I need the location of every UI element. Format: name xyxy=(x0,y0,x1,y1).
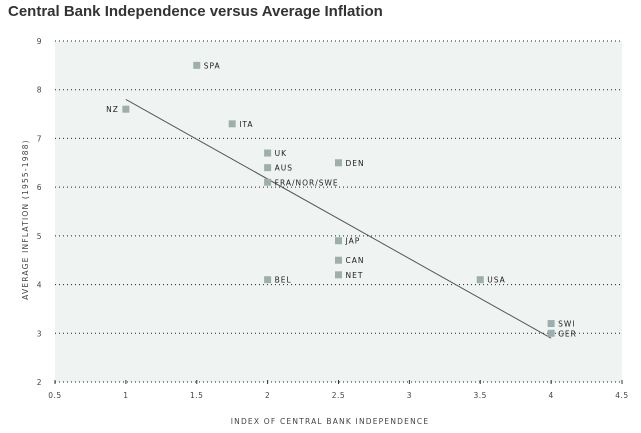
data-point-label: USA xyxy=(487,276,506,285)
data-point-label: SPA xyxy=(204,61,221,70)
data-point xyxy=(264,164,272,172)
plot-area xyxy=(55,41,622,382)
trendline xyxy=(125,99,552,339)
y-axis-label: AVERAGE INFLATION (1955-1988) xyxy=(21,139,30,300)
data-point xyxy=(264,178,272,186)
y-tick-label: 6 xyxy=(37,183,42,192)
data-point-label: UK xyxy=(275,149,287,158)
data-point xyxy=(547,320,555,328)
page-title: Central Bank Independence versus Average… xyxy=(8,3,383,20)
data-point-label: SWI xyxy=(558,320,575,329)
x-axis-label: INDEX OF CENTRAL BANK INDEPENDENCE xyxy=(231,417,430,426)
y-tick-label: 9 xyxy=(37,37,42,46)
x-axis-ticks: 0.5 1 1.5 2 2.5 3 3.5 4 4.5 xyxy=(48,380,628,400)
x-tick-label: 3.5 xyxy=(474,391,487,400)
data-points: SPA NZ ITA UK AUS DEN FRA/NOR/SWE JAP CAN NET BEL U… xyxy=(106,61,577,338)
data-point-label: AUS xyxy=(275,164,293,173)
data-point-label: BEL xyxy=(275,276,292,285)
x-tick-label: 2 xyxy=(265,391,270,400)
x-tick-label: 1.5 xyxy=(190,391,203,400)
data-point xyxy=(228,120,236,128)
data-point xyxy=(335,271,342,279)
grid-lines xyxy=(55,40,622,383)
data-point-label: DEN xyxy=(346,159,365,168)
data-point-label: NZ xyxy=(106,105,119,114)
data-point xyxy=(264,149,272,157)
x-tick-label: 3 xyxy=(407,391,412,400)
x-tick-label: 4.5 xyxy=(615,391,628,400)
y-axis-ticks: 2 3 4 5 6 7 8 9 xyxy=(37,37,42,387)
y-tick-label: 8 xyxy=(37,86,42,95)
data-point-label: CAN xyxy=(346,256,365,265)
y-tick-label: 2 xyxy=(37,378,42,387)
data-point xyxy=(335,159,342,167)
data-point xyxy=(547,329,555,337)
x-tick-label: 4 xyxy=(548,391,553,400)
data-point-label: NET xyxy=(346,271,364,280)
data-point xyxy=(335,237,342,245)
x-tick-label: 2.5 xyxy=(332,391,345,400)
y-tick-label: 3 xyxy=(37,329,42,338)
data-point-label: JAP xyxy=(345,237,361,246)
x-tick-label: 0.5 xyxy=(48,391,61,400)
y-tick-label: 4 xyxy=(37,281,42,290)
data-point-label: FRA/NOR/SWE xyxy=(275,178,339,187)
data-point xyxy=(122,105,130,113)
data-point-label: ITA xyxy=(239,120,253,129)
trendline-group xyxy=(125,99,552,339)
x-tick-label: 1 xyxy=(123,391,128,400)
data-point xyxy=(264,276,272,284)
data-point xyxy=(193,61,201,69)
y-tick-label: 7 xyxy=(37,134,42,143)
data-point xyxy=(335,256,342,264)
y-tick-label: 5 xyxy=(37,232,42,241)
data-point-label: GER xyxy=(558,329,577,338)
data-point xyxy=(476,276,484,284)
